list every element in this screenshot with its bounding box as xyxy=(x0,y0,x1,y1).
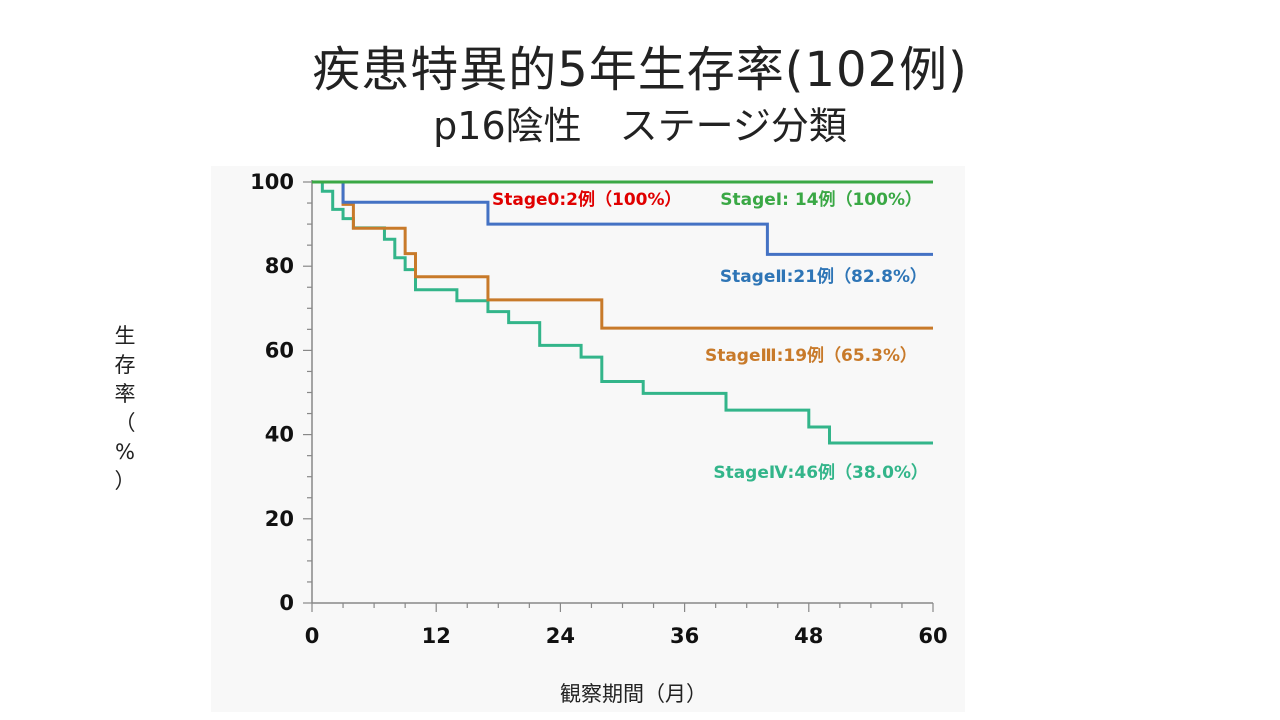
survival-curves xyxy=(312,180,933,445)
survival-curve xyxy=(312,180,933,256)
x-tick-label: 0 xyxy=(305,624,320,648)
survival-curve xyxy=(312,180,933,330)
y-tick-label: 80 xyxy=(265,254,294,278)
y-tick-label: 40 xyxy=(265,423,294,447)
axes: 0 20 40 60 80 100 0 12 24 36 48 60 xyxy=(250,170,947,648)
plot-background xyxy=(211,166,965,712)
chart-subtitle: p16陰性 ステージ分類 xyxy=(433,104,847,148)
series-annotation: StageⅡ:21例（82.8%） xyxy=(720,266,927,287)
x-tick-label: 48 xyxy=(794,624,823,648)
y-tick-label: 100 xyxy=(250,170,294,194)
y-tick-label: 20 xyxy=(265,507,294,531)
survival-curve xyxy=(312,180,933,445)
series-annotation: StageⅣ:46例（38.0%） xyxy=(713,462,928,483)
series-annotation: Stage0:2例（100%） xyxy=(492,189,682,210)
series-annotation: StageⅢ:19例（65.3%） xyxy=(705,345,917,366)
x-tick-label: 12 xyxy=(422,624,451,648)
x-axis-label: 観察期間（月） xyxy=(560,682,707,706)
series-annotation: StageⅠ: 14例（100%） xyxy=(720,189,922,210)
y-tick-label: 0 xyxy=(279,591,294,615)
series-labels: Stage0:2例（100%） StageⅠ: 14例（100%） StageⅡ:2… xyxy=(492,189,928,483)
y-axis-label: 生存率（%） xyxy=(114,324,136,493)
y-tick-label: 60 xyxy=(265,338,294,362)
chart-title: 疾患特異的5年生存率(102例) xyxy=(312,42,968,98)
x-tick-label: 36 xyxy=(670,624,699,648)
x-tick-label: 24 xyxy=(546,624,575,648)
x-tick-label: 60 xyxy=(918,624,947,648)
